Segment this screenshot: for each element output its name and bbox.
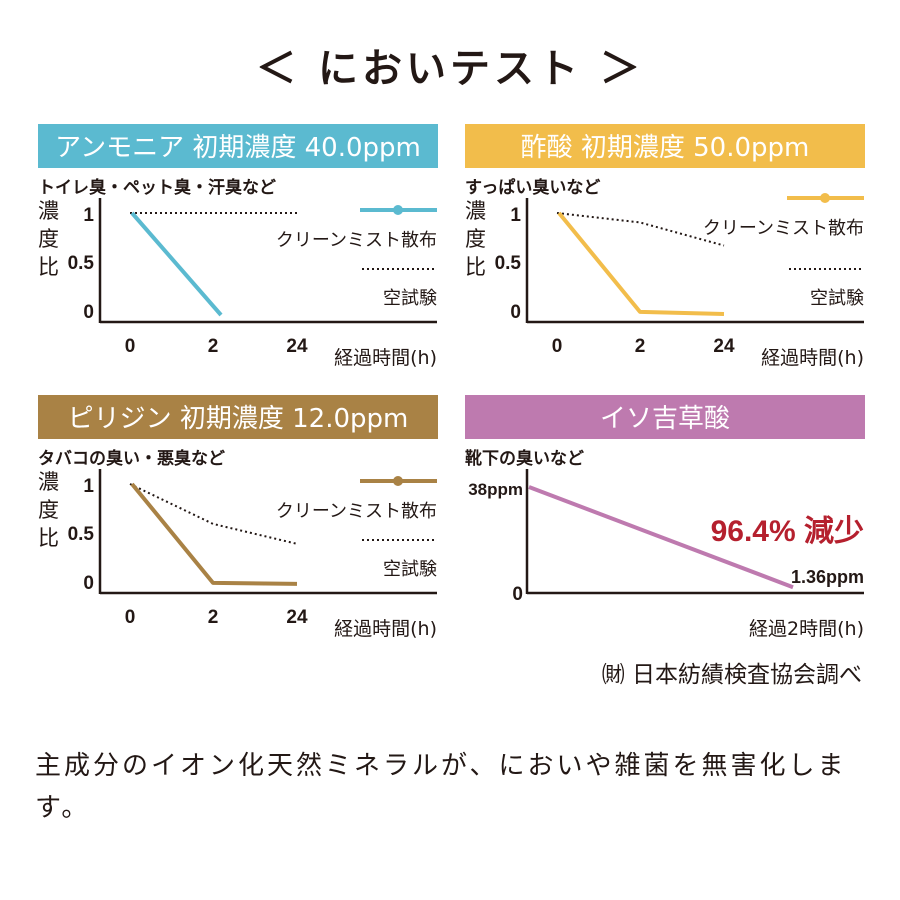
chart-subtitle: タバコの臭い・悪臭など: [38, 448, 225, 469]
chart-header: [465, 124, 865, 168]
y-tick-label: 0.5: [68, 253, 95, 274]
x-tick-label: 2: [208, 607, 219, 628]
y-tick-label: 1: [83, 205, 94, 226]
y-tick-label: 38ppm: [468, 480, 523, 499]
x-tick-label: 2: [635, 336, 646, 357]
series-line: [528, 485, 794, 590]
chart-title: アンモニア 初期濃度 40.0ppm: [55, 133, 421, 163]
legend-mist-marker: [393, 205, 403, 215]
x-tick-label: 24: [286, 607, 308, 628]
y-axis-label: 濃: [465, 199, 486, 223]
x-axis-label: 経過2時間(h): [749, 618, 864, 640]
chart-title: イソ吉草酸: [600, 404, 730, 434]
chart-header: [465, 395, 865, 439]
series-mist-line: [557, 211, 725, 316]
y-axis-label: 度: [38, 227, 59, 251]
chart-header: [38, 124, 438, 168]
x-axis-label: 経過時間(h): [334, 347, 437, 369]
legend-mist-label: クリーンミスト散布: [276, 230, 437, 251]
legend-mist-marker: [393, 476, 403, 486]
series-mist-line: [130, 482, 298, 586]
description: 主成分のイオン化天然ミネラルが、においや雑菌を無害化します。: [35, 751, 847, 823]
y-axis-label: 比: [38, 255, 59, 279]
chart-title: ピリジン 初期濃度 12.0ppm: [68, 404, 409, 434]
x-tick-label: 0: [552, 336, 563, 357]
end-value-label: 1.36ppm: [791, 567, 864, 587]
chart-subtitle: 靴下の臭いなど: [465, 448, 584, 469]
y-tick-label: 1: [510, 205, 521, 226]
reduction-annotation: 96.4% 減少: [711, 515, 864, 548]
x-tick-label: 0: [125, 607, 136, 628]
legend-mist-marker: [820, 193, 830, 203]
legend-blank-label: 空試験: [383, 559, 437, 580]
legend-mist-label: クリーンミスト散布: [276, 501, 437, 522]
y-tick-label: 0.5: [495, 253, 522, 274]
y-tick-label: 0: [83, 302, 94, 323]
series-blank-line: [129, 483, 298, 545]
legend-blank-label: 空試験: [383, 288, 437, 309]
x-axis-label: 経過時間(h): [334, 618, 437, 640]
legend-blank-label: 空試験: [810, 288, 864, 309]
x-tick-label: 24: [713, 336, 735, 357]
x-axis-label: 経過時間(h): [761, 347, 864, 369]
legend-mist-label: クリーンミスト散布: [703, 218, 864, 239]
series-mist-line: [130, 211, 223, 317]
x-tick-label: 2: [208, 336, 219, 357]
y-axis-label: 濃: [38, 199, 59, 223]
page-title: ＜ においテスト ＞: [256, 46, 644, 92]
y-tick-label: 0: [510, 302, 521, 323]
source-note: ㈶ 日本紡績検査協会調べ: [601, 662, 862, 688]
chart-header: [38, 395, 438, 439]
y-tick-label: 0: [512, 584, 523, 605]
series-blank-line: [556, 212, 725, 247]
y-axis-label: 度: [38, 498, 59, 522]
y-axis-label: 比: [465, 255, 486, 279]
y-tick-label: 0: [83, 573, 94, 594]
chart-title: 酢酸 初期濃度 50.0ppm: [521, 133, 810, 163]
chart-subtitle: すっぱい臭いなど: [465, 177, 600, 198]
y-axis-label: 度: [465, 227, 486, 251]
y-axis-label: 比: [38, 526, 59, 550]
x-tick-label: 0: [125, 336, 136, 357]
x-tick-label: 24: [286, 336, 308, 357]
y-tick-label: 1: [83, 476, 94, 497]
y-tick-label: 0.5: [68, 524, 95, 545]
chart-subtitle: トイレ臭・ペット臭・汗臭など: [38, 177, 276, 198]
y-axis-label: 濃: [38, 470, 59, 494]
